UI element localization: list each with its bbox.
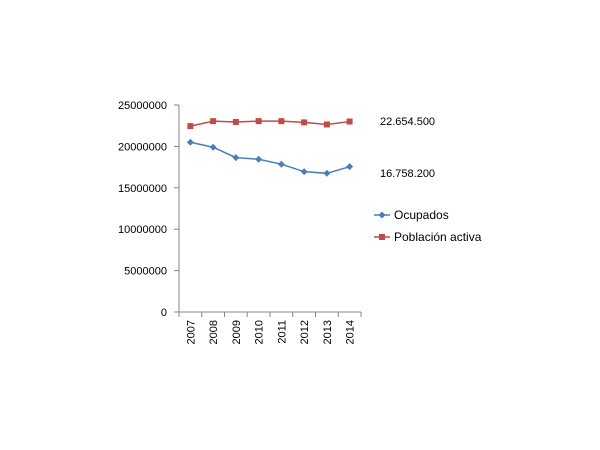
legend-marker-poblacion-activa	[379, 234, 385, 240]
data-point-ocupados	[323, 169, 331, 177]
annotation-ocupados-value: 16.758.200	[380, 168, 435, 180]
annotation-poblacion-activa-value: 22.654.500	[380, 116, 435, 128]
y-axis-ticks: 0 5000000 10000000 15000000 20000000 25000000	[118, 100, 179, 319]
data-point-ocupados	[277, 160, 285, 168]
data-point-poblacion-activa	[278, 118, 285, 125]
data-point-poblacion-activa	[346, 118, 353, 125]
data-point-ocupados	[300, 168, 308, 176]
x-tick-label: 2010	[254, 320, 266, 344]
x-tick-label: 2013	[322, 320, 334, 344]
y-tick-label: 25000000	[118, 100, 167, 112]
data-point-ocupados	[232, 154, 240, 162]
x-tick-label: 2012	[299, 320, 311, 344]
y-tick-label: 20000000	[118, 141, 167, 153]
data-point-poblacion-activa	[187, 123, 194, 130]
data-point-poblacion-activa	[232, 118, 239, 125]
x-tick-label: 2009	[231, 320, 243, 344]
series-line-ocupados	[190, 141, 350, 175]
x-tick-label: 2007	[185, 320, 197, 344]
data-point-ocupados	[186, 138, 194, 146]
y-tick-label: 10000000	[118, 224, 167, 236]
annotations: 22.654.500 16.758.200	[380, 116, 435, 180]
data-point-ocupados	[255, 155, 263, 163]
data-point-poblacion-activa	[301, 119, 308, 126]
chart-axes	[178, 105, 361, 313]
data-point-ocupados	[346, 163, 354, 171]
y-tick-label: 5000000	[124, 266, 167, 278]
data-point-poblacion-activa	[323, 121, 330, 128]
legend-marker-ocupados	[378, 211, 386, 219]
legend-label-ocupados: Ocupados	[394, 208, 449, 222]
data-point-ocupados	[209, 143, 217, 151]
series-layer	[186, 118, 354, 177]
x-tick-label: 2008	[208, 320, 220, 344]
data-point-poblacion-activa	[255, 118, 262, 125]
y-tick-label: 0	[161, 307, 167, 319]
data-point-poblacion-activa	[210, 118, 217, 125]
legend-label-poblacion-activa: Población activa	[394, 230, 482, 244]
y-tick-label: 15000000	[118, 183, 167, 195]
legend: Ocupados Población activa	[374, 208, 482, 244]
x-axis-ticks: 2007 2008 2009 2010 2011 2012 2013 2014	[178, 312, 362, 344]
x-tick-label: 2014	[345, 320, 357, 344]
x-tick-label: 2011	[276, 320, 288, 344]
series-line-poblacion-activa	[190, 120, 350, 127]
